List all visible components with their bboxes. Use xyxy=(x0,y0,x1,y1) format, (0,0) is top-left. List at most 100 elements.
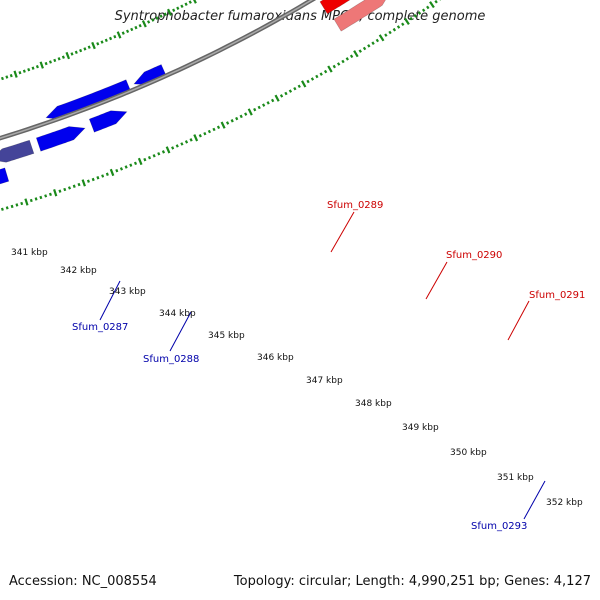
outer-tick-minor xyxy=(48,192,52,197)
outer-tick-minor xyxy=(147,156,152,160)
leader-line-sfum_0293 xyxy=(523,480,546,520)
scale-label-3: 343 kbp xyxy=(109,287,146,297)
outer-tick-minor xyxy=(216,125,221,130)
inner-tick-minor xyxy=(184,2,188,6)
outer-tick-major xyxy=(274,94,280,102)
inner-tick-minor xyxy=(79,48,83,53)
outer-tick-minor xyxy=(203,131,207,136)
gene-label-sfum-0293: Sfum_0293 xyxy=(471,521,527,532)
gene-arrow-sfum-0289[interactable] xyxy=(333,0,391,32)
backbone-highlight xyxy=(0,0,314,139)
inner-tick-minor xyxy=(172,8,176,12)
leader-line-sfum_0291 xyxy=(507,300,530,341)
inner-tick-minor xyxy=(134,25,138,30)
outer-tick-minor xyxy=(180,142,184,146)
genome-stats-text: Topology: circular; Length: 4,990,251 bp… xyxy=(233,574,591,589)
inner-tick-minor xyxy=(108,36,113,41)
gene-label-sfum-0287: Sfum_0287 xyxy=(72,322,128,333)
inner-tick-minor xyxy=(121,31,125,35)
outer-tick-minor xyxy=(409,16,413,21)
inner-tick-major xyxy=(13,70,18,78)
inner-tick-minor xyxy=(176,6,180,10)
inner-tick-minor xyxy=(180,4,184,9)
outer-tick-minor xyxy=(230,119,234,123)
outer-tick-minor xyxy=(212,127,216,132)
outer-tick-minor xyxy=(362,46,367,51)
outer-tick-minor xyxy=(96,176,100,180)
outer-tick-minor xyxy=(29,198,33,203)
outer-tick-minor xyxy=(371,41,375,45)
outer-tick-minor xyxy=(375,38,380,43)
outer-tick-major xyxy=(109,168,115,177)
outer-tick-minor xyxy=(20,201,24,206)
inner-tick-major xyxy=(91,41,96,50)
outer-tick-minor xyxy=(133,161,138,165)
gene-arrow-top-left-1[interactable] xyxy=(0,167,10,191)
outer-tick-minor xyxy=(5,206,9,210)
inner-tick-major xyxy=(167,8,172,16)
outer-tick-minor xyxy=(124,165,128,169)
outer-tick-minor xyxy=(262,103,266,107)
inner-tick-minor xyxy=(83,47,87,51)
gene-arrow-red-1[interactable] xyxy=(319,0,369,15)
inner-tick-major xyxy=(116,31,122,39)
scale-label-4: 344 kbp xyxy=(159,309,196,319)
outer-tick-minor xyxy=(323,69,328,74)
outer-tick-minor xyxy=(72,184,76,188)
outer-tick-minor xyxy=(91,177,95,182)
outer-tick-minor xyxy=(332,64,336,69)
scale-labels: 341 kbp 342 kbp 343 kbp 344 kbp 345 kbp 346 k… xyxy=(11,248,583,508)
outer-tick-minor xyxy=(244,112,248,116)
outer-tick-major xyxy=(220,121,226,129)
outer-tick-minor xyxy=(58,189,62,193)
scale-label-10: 350 kbp xyxy=(450,448,487,458)
inner-tick-minor xyxy=(27,68,31,72)
inner-tick-minor xyxy=(5,75,9,79)
inner-tick-minor xyxy=(125,29,130,34)
outer-tick-minor xyxy=(367,44,371,48)
scale-label-8: 348 kbp xyxy=(355,399,392,409)
outer-tick-minor xyxy=(207,129,211,134)
gene-features[interactable] xyxy=(0,0,577,191)
inner-tick-major xyxy=(65,51,71,60)
outer-tick-minor xyxy=(119,167,124,171)
outer-tick-minor xyxy=(101,174,105,178)
outer-tick-minor xyxy=(171,146,175,150)
outer-tick-minor xyxy=(86,179,90,183)
outer-tick-minor xyxy=(189,138,193,142)
inner-tick-minor xyxy=(53,58,57,63)
gene-arrow-sfum-0287-end[interactable] xyxy=(88,110,128,133)
scale-label-5: 345 kbp xyxy=(208,331,245,341)
leader-line-sfum_0288 xyxy=(169,311,192,352)
outer-tick-minor xyxy=(358,49,362,53)
backbone-line xyxy=(0,0,317,141)
inner-tick-minor xyxy=(31,66,35,70)
inner-tick-major xyxy=(193,0,197,4)
leader-line-sfum_0289 xyxy=(330,211,355,253)
outer-tick-major xyxy=(81,179,86,187)
outer-tick-minor xyxy=(310,77,315,81)
inner-tick-minor xyxy=(151,18,155,22)
inner-tick-minor xyxy=(113,35,117,39)
outer-tick-minor xyxy=(434,0,438,4)
outer-tick-minor xyxy=(15,203,19,207)
outer-tick-minor xyxy=(257,105,261,110)
inner-tick-minor xyxy=(147,20,151,24)
gene-arrow-sfum-0287-pair[interactable] xyxy=(35,126,86,152)
inner-tick-minor xyxy=(155,16,159,20)
outer-tick-minor xyxy=(175,144,179,148)
outer-tick-minor xyxy=(413,14,418,18)
inner-tick-minor xyxy=(0,76,4,81)
inner-tick-minor xyxy=(159,14,163,18)
scale-label-6: 346 kbp xyxy=(257,353,294,363)
inner-tick-minor xyxy=(48,60,52,64)
scale-label-1: 341 kbp xyxy=(11,248,48,258)
inner-tick-minor xyxy=(100,40,104,44)
outer-tick-minor xyxy=(105,172,109,176)
gene-arrow-dark-2[interactable] xyxy=(0,139,35,163)
outer-tick-track xyxy=(0,0,441,211)
inner-tick-major xyxy=(39,61,44,69)
inner-tick-minor xyxy=(44,61,48,66)
outer-tick-minor xyxy=(63,187,67,192)
